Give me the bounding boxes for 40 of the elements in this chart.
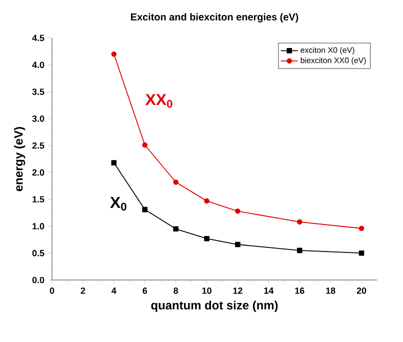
x-tick-label: 16	[295, 288, 304, 294]
x-tick-label: 20	[356, 288, 366, 294]
y-tick-label: 4.0	[32, 62, 44, 68]
x-tick-label: 18	[326, 288, 336, 294]
y-tick-label: 2.5	[32, 142, 44, 149]
annotation: XX$_{0}$	[145, 94, 172, 108]
x-tick-label: 4	[112, 288, 116, 294]
y-tick-label: 3.5	[32, 88, 44, 95]
point	[235, 208, 240, 214]
y-tick-label: 0.5	[32, 250, 44, 256]
point	[111, 160, 117, 166]
y-axis-title: energy (eV)	[14, 127, 26, 192]
point	[296, 219, 302, 225]
y-tick-label: 1.0	[32, 223, 44, 230]
y-tick-label: 4.5	[32, 34, 44, 42]
x-tick-label: 10	[202, 288, 212, 294]
x-tick-label: 12	[233, 288, 242, 294]
point	[142, 142, 148, 148]
point	[173, 226, 178, 232]
x-tick-label: 8	[174, 288, 178, 294]
point	[204, 198, 210, 204]
point	[142, 206, 148, 212]
point	[204, 236, 210, 242]
point	[358, 250, 364, 256]
x-axis-title: quantum dot size (nm)	[151, 300, 278, 312]
annotation: X$_{0}$	[110, 196, 126, 211]
point	[296, 248, 302, 254]
x-tick-label: 14	[264, 288, 274, 294]
x-tick-label: 0	[50, 288, 54, 294]
point	[235, 242, 240, 248]
chart-title: Exciton and biexciton energies (eV)	[131, 13, 298, 23]
y-tick-label: 0.0	[32, 276, 44, 284]
y-tick-label: 2.0	[32, 169, 44, 176]
x-tick-label: 2	[80, 288, 86, 294]
point	[358, 226, 364, 232]
point	[111, 51, 117, 57]
point	[173, 179, 178, 185]
y-tick-label: 3.0	[32, 115, 44, 122]
y-tick-label: 1.5	[32, 196, 44, 202]
x-tick-label: 6	[142, 288, 148, 294]
